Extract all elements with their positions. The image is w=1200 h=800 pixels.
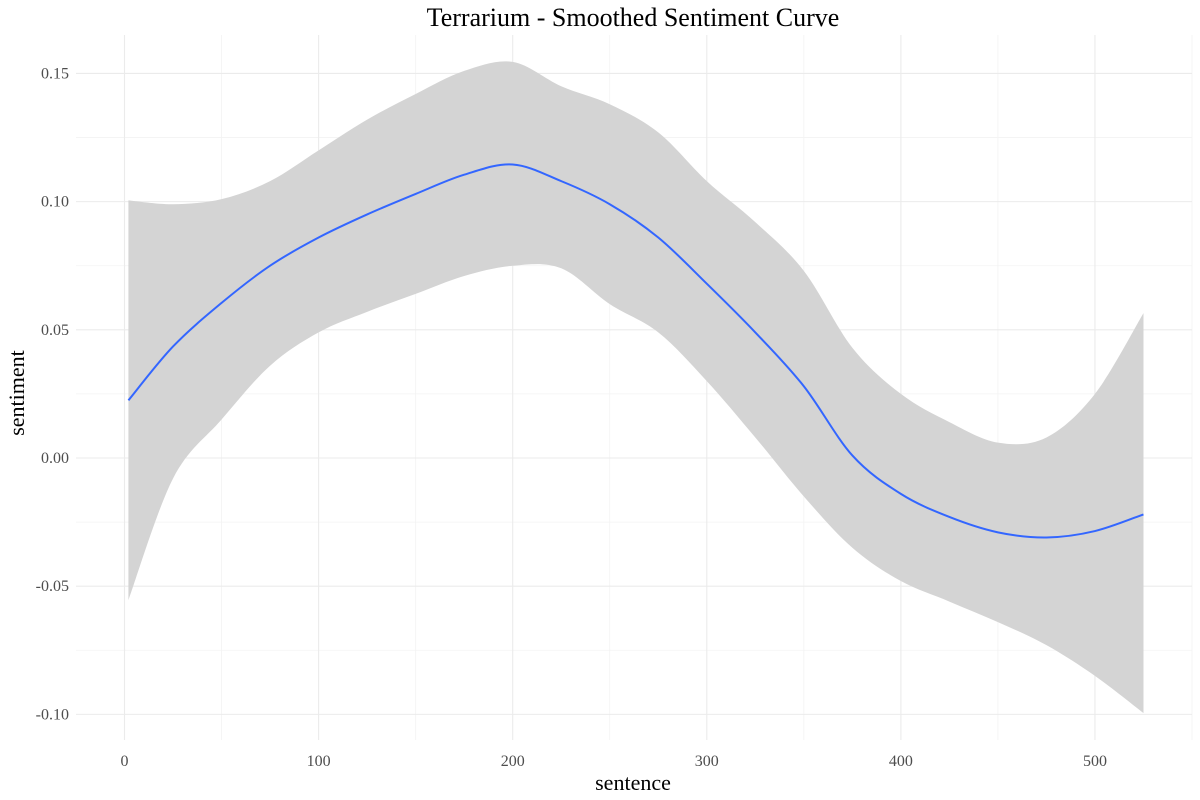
grid-layer <box>76 35 1193 740</box>
y-tick-label: -0.05 <box>36 578 69 595</box>
y-tick-label: 0.05 <box>41 322 69 339</box>
y-axis-title: sentiment <box>4 350 29 436</box>
x-tick-label: 500 <box>1083 753 1107 770</box>
y-tick-label: 0.15 <box>41 65 69 82</box>
x-tick-label: 400 <box>889 753 913 770</box>
line-layer <box>127 163 1144 539</box>
chart-title: Terrarium - Smoothed Sentiment Curve <box>427 3 840 32</box>
x-tick-label: 300 <box>695 753 719 770</box>
tick-layer: 0 100 200 300 400 500 -0.10 -0.05 0.00 0.05 0.10 0.… <box>36 65 1107 770</box>
smoothed-sentiment-line <box>127 163 1144 539</box>
x-tick-label: 200 <box>501 753 525 770</box>
ribbon-layer <box>128 61 1144 714</box>
y-tick-label: -0.10 <box>36 706 69 723</box>
x-tick-label: 0 <box>121 753 129 770</box>
y-tick-label: 0.00 <box>41 450 69 467</box>
x-tick-label: 100 <box>307 753 331 770</box>
confidence-ribbon <box>128 61 1144 714</box>
y-tick-label: 0.10 <box>41 194 69 211</box>
x-axis-title: sentence <box>595 770 671 795</box>
